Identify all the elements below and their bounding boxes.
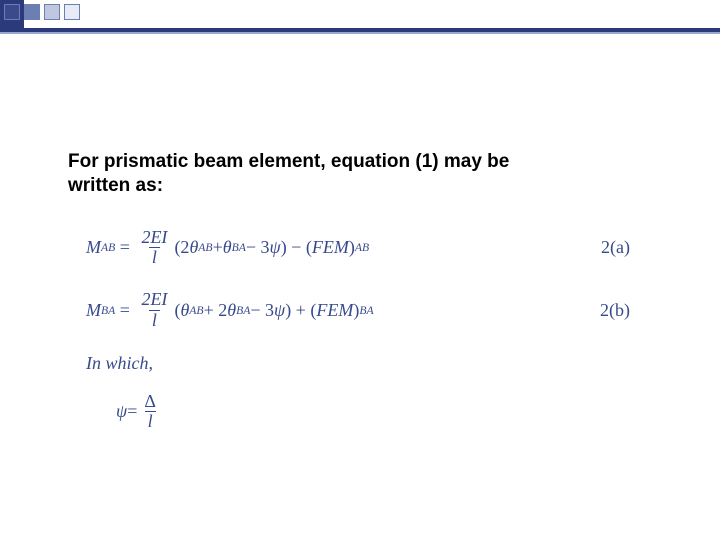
sub-ba: BA — [101, 304, 115, 317]
paren-open: (2 — [174, 237, 189, 258]
sub: AB — [198, 241, 212, 254]
heading-line1: For prismatic beam element, equation (1)… — [68, 151, 509, 172]
frac-den: l — [145, 411, 156, 432]
theta: θ — [189, 237, 198, 258]
slide-header — [0, 0, 720, 54]
equals: = — [115, 237, 134, 258]
psi: ψ — [274, 300, 285, 321]
fraction: Δ l — [141, 392, 159, 433]
sub: AB — [355, 241, 369, 254]
equation-tag-a: 2(a) — [601, 237, 660, 258]
slide-body: For prismatic beam element, equation (1)… — [68, 150, 660, 432]
sub: BA — [232, 241, 246, 254]
body-heading: For prismatic beam element, equation (1)… — [68, 150, 660, 198]
sub: BA — [359, 304, 373, 317]
plus: + 2 — [204, 300, 228, 321]
equation-a: M AB = 2EI l (2 θ AB + θ BA − 3 ψ ) − ( … — [86, 228, 660, 269]
equation-b: M BA = 2EI l ( θ AB + 2 θ BA − 3 ψ ) + (… — [86, 290, 660, 331]
paren-close-plus: ) + ( — [285, 300, 316, 321]
fraction: 2EI l — [138, 290, 170, 331]
minus: − 3 — [246, 237, 270, 258]
equals: = — [115, 300, 134, 321]
minus: − 3 — [250, 300, 274, 321]
fraction: 2EI l — [138, 228, 170, 269]
frac-den: l — [149, 310, 160, 331]
in-which-text: In which, — [86, 353, 660, 374]
square-icon — [24, 4, 40, 20]
square-icon — [4, 4, 20, 20]
frac-num: Δ — [141, 392, 159, 412]
frac-den: l — [149, 247, 160, 268]
psi: ψ — [270, 237, 281, 258]
sub: BA — [236, 304, 250, 317]
paren-close-minus: ) − ( — [281, 237, 312, 258]
decorative-squares — [4, 4, 84, 20]
square-icon — [44, 4, 60, 20]
header-rule-light — [0, 32, 720, 34]
var-m: M — [86, 300, 101, 321]
square-icon — [64, 4, 80, 20]
heading-line2: written as: — [68, 175, 163, 196]
sub: AB — [189, 304, 203, 317]
frac-num: 2EI — [138, 228, 170, 248]
var-m: M — [86, 237, 101, 258]
frac-num: 2EI — [138, 290, 170, 310]
equation-block: M AB = 2EI l (2 θ AB + θ BA − 3 ψ ) − ( … — [68, 228, 660, 433]
equals: = — [127, 401, 137, 422]
equation-tag-b: 2(b) — [600, 300, 660, 321]
fem: FEM — [316, 300, 353, 321]
psi: ψ — [116, 401, 127, 422]
psi-definition: ψ = Δ l — [86, 392, 660, 433]
theta: θ — [227, 300, 236, 321]
plus: + — [213, 237, 223, 258]
equation-a-body: M AB = 2EI l (2 θ AB + θ BA − 3 ψ ) − ( … — [86, 228, 369, 269]
theta: θ — [180, 300, 189, 321]
sub-ab: AB — [101, 241, 115, 254]
equation-b-body: M BA = 2EI l ( θ AB + 2 θ BA − 3 ψ ) + (… — [86, 290, 374, 331]
fem: FEM — [312, 237, 349, 258]
theta: θ — [223, 237, 232, 258]
